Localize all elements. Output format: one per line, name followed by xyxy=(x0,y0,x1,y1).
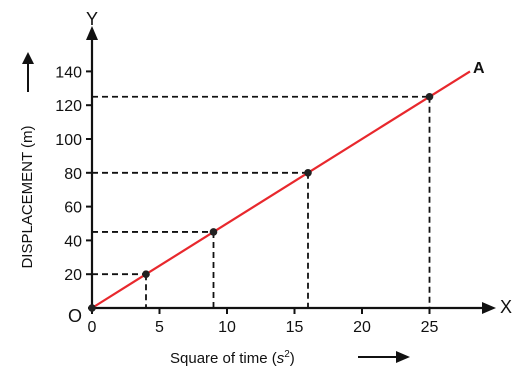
y-tick-label-60: 60 xyxy=(64,200,82,217)
y-tick-label-20: 20 xyxy=(64,267,82,284)
x-axis-title-exp: 2 xyxy=(284,349,290,360)
x-tick-label-0: 0 xyxy=(88,319,97,336)
x-tick-label-20: 20 xyxy=(353,319,371,336)
y-axis-letter: Y xyxy=(86,9,98,29)
data-point-1 xyxy=(142,270,150,279)
y-tick-label-80: 80 xyxy=(64,166,82,183)
y-axis-title: DISPLACEMENT (m) xyxy=(19,125,36,268)
data-point-3 xyxy=(304,169,312,177)
data-point-2 xyxy=(209,228,218,236)
x-tick-label-15: 15 xyxy=(286,319,304,336)
x-tick-label-25: 25 xyxy=(421,319,439,336)
ticks: 20 40 60 80 100 120 140 0 5 10 15 20 25 xyxy=(55,64,438,336)
axes xyxy=(86,26,496,314)
y-tick-label-120: 120 xyxy=(55,98,82,115)
data-point-0 xyxy=(88,304,96,312)
x-axis-title-arrow xyxy=(358,351,410,363)
x-tick-label-5: 5 xyxy=(155,319,164,336)
origin-label: O xyxy=(68,306,82,326)
series xyxy=(88,70,471,312)
x-axis-title: Square of time (s2) xyxy=(170,349,295,367)
y-tick-label-140: 140 xyxy=(55,64,82,81)
x-axis-title-prefix: Square of time ( xyxy=(170,350,277,367)
x-axis-title-unit: s xyxy=(277,350,285,367)
x-axis-arrowhead xyxy=(482,302,496,314)
line-end-label: A xyxy=(473,60,485,77)
y-axis-title-arrow xyxy=(22,52,34,92)
x-axis-letter: X xyxy=(500,297,512,317)
data-point-4 xyxy=(425,92,434,101)
y-axis-title-text: DISPLACEMENT (m) xyxy=(19,125,36,268)
y-axis-arrowhead xyxy=(86,26,98,40)
y-tick-label-40: 40 xyxy=(64,233,82,250)
series-line xyxy=(91,70,471,309)
guide-lines xyxy=(92,95,431,308)
y-tick-label-100: 100 xyxy=(55,132,82,149)
x-axis-title-suffix: ) xyxy=(290,350,295,367)
x-tick-label-10: 10 xyxy=(218,319,236,336)
